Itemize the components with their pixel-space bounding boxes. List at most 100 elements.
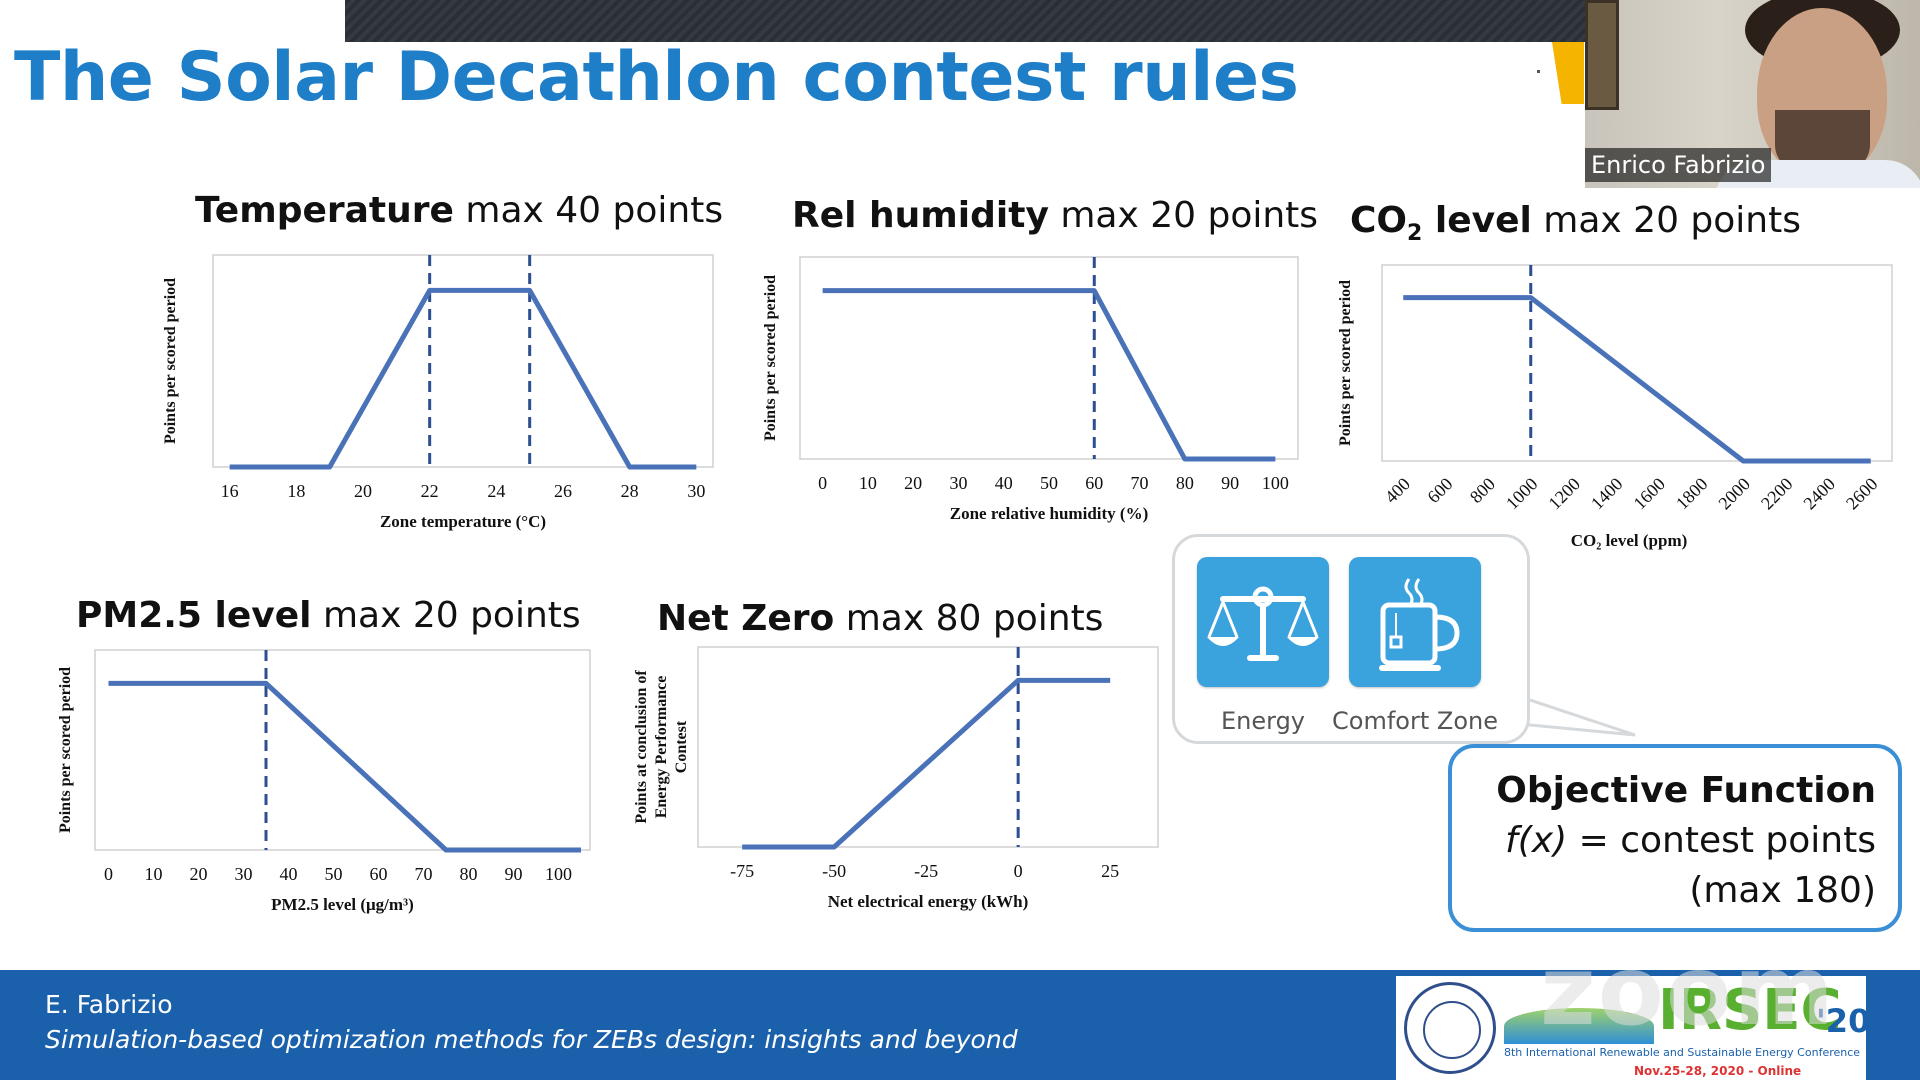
x-tick-label: 18 [287, 481, 305, 501]
netzero-heading-bold: Net Zero [657, 598, 835, 639]
x-tick-label: 0 [104, 864, 113, 884]
irsec-logo-text: IRSEC [1658, 978, 1842, 1043]
y-axis-title: Points at conclusion of [633, 670, 650, 824]
y-axis-title: Points per scored period [162, 278, 179, 444]
co2-heading-bold-1: CO [1350, 200, 1408, 241]
irsec-logo-year: '20 [1816, 1002, 1871, 1040]
score-line [108, 680, 581, 853]
x-tick-label: 30 [949, 473, 967, 493]
x-tick-label: 40 [995, 473, 1013, 493]
x-tick-label: 80 [460, 864, 478, 884]
politecnico-seal-logo [1404, 982, 1496, 1074]
x-tick-label: 30 [235, 864, 253, 884]
plot-frame [697, 646, 1159, 848]
co2-heading-rest: max 20 points [1531, 200, 1801, 241]
partial-slide-thumbnail [1552, 42, 1584, 104]
humidity-heading-bold: Rel humidity [792, 195, 1049, 236]
plot-frame [1381, 264, 1893, 462]
temperature-chart: 16 18 20 22 24 26 28 30 Zone temperature (°C) Poi… [155, 250, 725, 540]
x-tick-label: 40 [280, 864, 298, 884]
x-tick-label: 0 [1014, 861, 1023, 881]
humidity-heading-rest: max 20 points [1048, 195, 1319, 236]
objective-function-box: Objective Function f(x) = contest points… [1448, 744, 1902, 932]
x-tick-label: 70 [1131, 473, 1149, 493]
objective-formula-rest: = contest points [1567, 820, 1876, 861]
x-tick-label: 30 [687, 481, 705, 501]
energy-tile [1197, 557, 1329, 687]
y-axis-title: Points per scored period [57, 667, 74, 833]
comfort-zone-tile [1349, 557, 1481, 687]
x-tick-label: 400 [1381, 474, 1414, 507]
objective-fx: f(x) [1505, 820, 1568, 861]
pm25-chart-heading: PM2.5 level max 20 points [76, 595, 581, 636]
score-line [229, 287, 697, 470]
irsec-wave-graphic [1504, 1008, 1654, 1044]
x-tick-label: -75 [730, 861, 754, 881]
x-tick-label: 20 [904, 473, 922, 493]
pm25-chart: 0 10 20 30 40 50 60 70 80 90 100 PM2.5 level (μg/m³… [50, 648, 610, 923]
temperature-heading-bold: Temperature [195, 190, 454, 231]
y-axis-title: Points per scored period [1337, 280, 1354, 446]
logo-area: IRSEC '20 8th International Renewable an… [1396, 976, 1870, 1080]
plot-frame [799, 256, 1299, 460]
objective-title: Objective Function [1496, 770, 1876, 811]
x-tick-label: 22 [421, 481, 439, 501]
energy-comfort-bubble: Energy Comfort Zone [1172, 534, 1530, 744]
x-tick-label: 0 [818, 473, 827, 493]
speaker-video[interactable]: Enrico Fabrizio [1585, 0, 1920, 188]
x-tick-label: 1600 [1629, 474, 1669, 514]
x-tick-label: 100 [1262, 473, 1289, 493]
x-axis-title: Zone relative humidity (%) [950, 504, 1148, 523]
netzero-chart: -75 -50 -25 0 25 Net electrical energy (kWh) P… [630, 645, 1170, 920]
pm25-heading-bold: PM2.5 level [76, 595, 312, 636]
netzero-heading-rest: max 80 points [834, 598, 1104, 639]
x-tick-label: 70 [415, 864, 433, 884]
irsec-logo-date: Nov.25-28, 2020 - Online [1634, 1064, 1802, 1078]
plot-frame [212, 254, 714, 468]
x-tick-label: -50 [822, 861, 846, 881]
x-axis-title: Zone temperature (°C) [380, 512, 546, 531]
x-tick-label: 2400 [1799, 474, 1839, 514]
temperature-heading-rest: max 40 points [453, 190, 724, 231]
objective-max: (max 180) [1689, 870, 1876, 911]
balance-scale-icon [1197, 586, 1329, 691]
plot-frame [94, 649, 591, 851]
x-tick-label: 2200 [1757, 474, 1797, 514]
x-tick-label: 1800 [1672, 474, 1712, 514]
x-tick-label: 28 [621, 481, 639, 501]
x-tick-label: 26 [554, 481, 572, 501]
x-axis-title: PM2.5 level (μg/m³) [271, 895, 414, 914]
co2-heading-sub: 2 [1407, 221, 1423, 247]
x-tick-label: 80 [1176, 473, 1194, 493]
temperature-chart-heading: Temperature max 40 points [195, 190, 723, 231]
slide-title: The Solar Decathlon contest rules [14, 38, 1299, 117]
chart-svg-0: 16 18 20 22 24 26 28 30 Zone temperature (°C) Poi… [162, 254, 714, 531]
y-axis-title: Contest [673, 720, 690, 773]
x-axis-title: CO₂ level (ppm) [1571, 531, 1688, 550]
x-tick-label: 20 [354, 481, 372, 501]
speaker-name-tag: Enrico Fabrizio [1585, 148, 1772, 182]
x-tick-label: 90 [1221, 473, 1239, 493]
footer-subtitle: Simulation-based optimization methods fo… [45, 1025, 1018, 1054]
zoom-watermark: zoom [1540, 935, 1836, 1047]
chart-svg-1: 0 10 20 30 40 50 60 70 80 90 100 Zone relative humi… [762, 256, 1299, 523]
x-tick-label: 16 [221, 481, 239, 501]
x-tick-label: 50 [1040, 473, 1058, 493]
x-tick-label: 10 [859, 473, 877, 493]
x-tick-label: 600 [1423, 474, 1456, 507]
score-line [742, 677, 1111, 850]
x-tick-label: 1200 [1544, 474, 1584, 514]
humidity-chart-heading: Rel humidity max 20 points [792, 195, 1318, 236]
coffee-mug-icon [1349, 578, 1481, 691]
comfort-zone-label: Comfort Zone [1332, 707, 1498, 735]
chart-svg-3: 0 10 20 30 40 50 60 70 80 90 100 PM2.5 level (μg/m³… [57, 649, 591, 914]
chart-svg-4: -75 -50 -25 0 25 Net electrical energy (kWh) P… [633, 646, 1159, 911]
x-tick-label: 50 [325, 864, 343, 884]
x-tick-label: 60 [370, 864, 388, 884]
x-tick-label: 1400 [1587, 474, 1627, 514]
x-tick-label: 24 [487, 481, 505, 501]
energy-label: Energy [1220, 707, 1306, 735]
humidity-chart: 0 10 20 30 40 50 60 70 80 90 100 Zone relative humi… [755, 252, 1305, 532]
x-tick-label: 25 [1101, 861, 1119, 881]
score-line [822, 288, 1276, 462]
